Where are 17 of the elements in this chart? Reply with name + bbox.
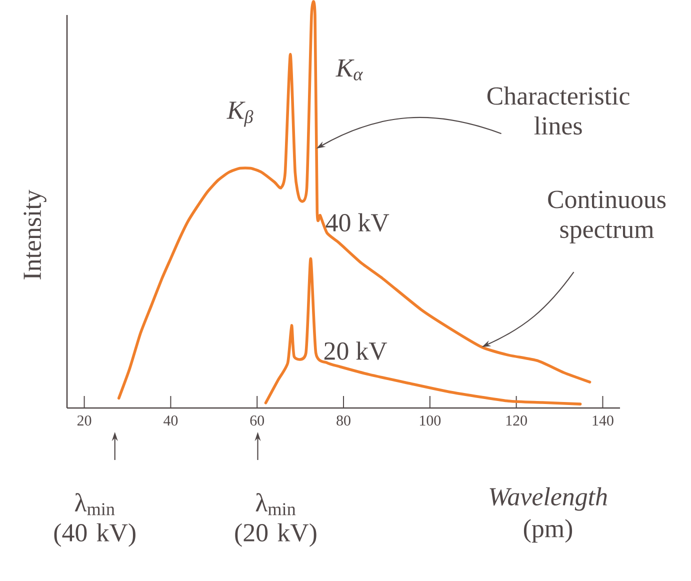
annotation: Continuous spectrum <box>548 190 666 244</box>
x-axis-title: Wavelength (pm) <box>490 487 607 543</box>
x-tick-label: 60 <box>250 416 264 426</box>
annotation: Characteristic lines <box>487 86 630 135</box>
x-tick-label: 20 <box>77 416 92 426</box>
x-tick-label: 120 <box>506 416 527 426</box>
annotation: K$_{α}$ <box>336 60 363 80</box>
x-tick-label: 100 <box>420 416 441 426</box>
text: λ$_{min}$ (40 kV) <box>54 493 136 547</box>
x-tick-label: 80 <box>336 416 350 426</box>
series-label: 40 kV <box>326 213 390 232</box>
text: λ$_{min}$ (20 kV) <box>235 493 316 547</box>
y-axis-title: Intensity <box>24 190 46 280</box>
series-label: 20 kV <box>324 342 388 360</box>
x-tick-label: 140 <box>592 416 614 426</box>
annotation: K$_{β}$ <box>226 102 254 127</box>
x-tick-label: 40 <box>164 416 178 426</box>
